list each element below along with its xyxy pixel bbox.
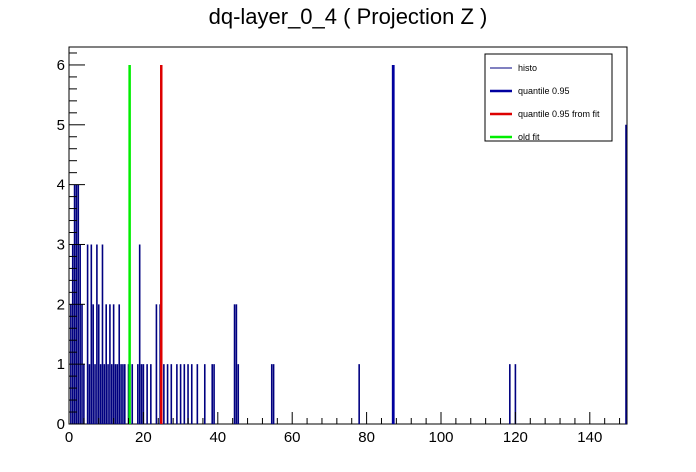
y-tick-label: 5 — [57, 117, 65, 134]
y-tick-label: 1 — [57, 356, 65, 373]
x-tick-label: 40 — [209, 429, 226, 446]
marker-lines — [128, 64, 395, 424]
x-tick-label: 20 — [135, 429, 152, 446]
x-tick-label: 0 — [65, 429, 73, 446]
y-tick-label: 6 — [57, 57, 65, 74]
legend-label: quantile 0.95 — [518, 86, 570, 96]
plot-frame — [68, 46, 628, 425]
legend-label: quantile 0.95 from fit — [518, 109, 600, 119]
legend-label: old fit — [518, 132, 540, 142]
x-tick-label: 120 — [503, 429, 528, 446]
legend: histo quantile 0.95 quantile 0.95 from fit… — [484, 53, 613, 142]
y-tick-label: 4 — [57, 177, 65, 194]
y-tick-label: 0 — [57, 416, 65, 433]
chart-title: dq-layer_0_4 ( Projection Z ) — [209, 4, 488, 29]
x-tick-label: 60 — [284, 429, 301, 446]
histogram-bars — [70, 64, 627, 424]
x-axis: 0 20 40 60 80 100 120 140 — [65, 412, 621, 446]
legend-label: histo — [518, 63, 537, 73]
y-axis: 0 1 2 3 4 5 6 — [57, 52, 85, 433]
x-tick-label: 80 — [358, 429, 375, 446]
y-tick-label: 2 — [57, 296, 65, 313]
legend-box — [484, 53, 613, 142]
y-tick-label: 3 — [57, 236, 65, 253]
x-tick-label: 100 — [428, 429, 453, 446]
x-tick-label: 140 — [577, 429, 602, 446]
